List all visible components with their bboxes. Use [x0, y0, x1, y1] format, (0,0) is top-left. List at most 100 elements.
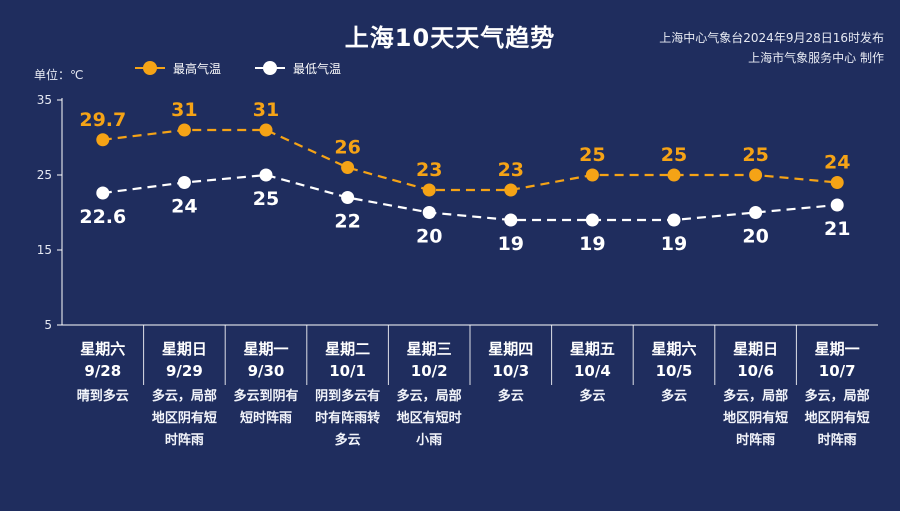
day-description: 多云	[470, 386, 552, 408]
low-point	[422, 206, 436, 219]
day-weekday: 星期三	[406, 340, 452, 358]
day-description-line: 时阵雨	[817, 433, 857, 448]
low-point	[667, 213, 681, 227]
high-data-label: 31	[171, 99, 197, 121]
day-description: 多云，局部地区阴有短时阵雨	[796, 386, 878, 452]
low-data-label: 24	[171, 196, 197, 218]
high-data-label: 25	[742, 144, 768, 166]
day-date: 10/6	[737, 362, 774, 380]
high-data-label: 31	[253, 99, 279, 121]
high-data-label: 25	[579, 144, 605, 166]
day-description-line: 多云	[334, 433, 361, 448]
y-tick-label: 15	[37, 243, 52, 257]
legend-item-high: 最高气温	[135, 60, 221, 77]
low-data-label: 20	[742, 226, 768, 248]
high-point	[749, 168, 763, 182]
day-description-line: 多云，局部	[396, 389, 462, 404]
high-point	[504, 183, 518, 197]
series-line-high	[102, 128, 838, 192]
day-description: 多云	[552, 386, 634, 408]
day-date: 9/29	[165, 362, 203, 380]
high-point	[422, 183, 436, 197]
day-description: 多云	[633, 386, 715, 408]
day-weekday: 星期五	[569, 340, 615, 358]
day-description-line: 多云，局部	[151, 389, 217, 404]
day-weekday: 星期日	[733, 340, 779, 358]
high-point	[341, 161, 355, 174]
day-date: 9/30	[247, 362, 285, 380]
day-description-line: 多云	[660, 389, 687, 404]
day-description-line: 短时阵雨	[239, 411, 292, 426]
low-data-label: 25	[253, 188, 279, 210]
day-weekday: 星期日	[161, 340, 207, 358]
day-date: 10/2	[410, 362, 448, 380]
day-date: 10/7	[818, 362, 856, 380]
high-point	[585, 168, 599, 182]
low-data-label: 21	[824, 218, 850, 240]
day-description-line: 小雨	[416, 433, 443, 448]
day-description: 晴到多云	[62, 386, 144, 408]
unit-label: 单位：℃	[34, 68, 84, 82]
day-date: 10/5	[655, 362, 693, 380]
y-tick-label: 5	[44, 318, 52, 332]
low-point	[259, 168, 273, 182]
low-point	[749, 206, 763, 219]
high-data-label: 23	[498, 159, 524, 181]
day-weekday: 星期六	[80, 340, 126, 358]
high-point	[830, 176, 844, 189]
low-data-label: 19	[661, 233, 687, 255]
day-description-line: 地区有短时	[396, 411, 462, 426]
day-description-line: 时阵雨	[164, 433, 204, 448]
day-description: 阴到多云有时有阵雨转多云	[307, 386, 389, 452]
y-tick-label: 25	[37, 168, 52, 182]
low-point	[504, 213, 518, 227]
legend-item-low: 最低气温	[255, 60, 341, 77]
low-point	[177, 176, 191, 189]
day-date: 10/4	[573, 362, 611, 380]
high-data-label: 29.7	[79, 109, 126, 131]
high-point	[667, 168, 681, 182]
high-data-label: 23	[416, 159, 442, 181]
legend-label-low: 最低气温	[293, 61, 342, 76]
day-weekday: 星期六	[651, 340, 697, 358]
low-point	[830, 198, 844, 212]
day-date: 9/28	[84, 362, 122, 380]
day-description-line: 晴到多云	[76, 389, 129, 404]
low-point	[585, 213, 599, 227]
day-description-line: 地区阴有短	[804, 411, 870, 426]
day-date: 10/1	[329, 362, 366, 380]
day-description-line: 多云，局部	[804, 389, 870, 404]
day-description-line: 时阵雨	[736, 433, 776, 448]
low-point	[341, 191, 355, 204]
low-data-label: 20	[416, 226, 442, 248]
chart-title: 上海10天天气趋势	[344, 24, 556, 52]
day-description-line: 时有阵雨转	[315, 411, 381, 426]
series-line-low	[102, 173, 838, 222]
high-data-label: 24	[824, 152, 850, 174]
low-data-label: 22	[334, 211, 360, 233]
low-data-label: 19	[579, 233, 605, 255]
high-data-label: 26	[334, 137, 360, 159]
high-data-label: 25	[661, 144, 687, 166]
day-description-line: 多云	[579, 389, 606, 404]
low-data-label: 19	[498, 233, 524, 255]
issuer-line-2: 上海市气象服务中心 制作	[748, 51, 884, 65]
high-point	[177, 123, 191, 137]
low-data-label: 22.6	[79, 206, 126, 228]
legend-swatch-high	[135, 61, 165, 75]
y-tick-label: 35	[37, 93, 52, 107]
legend-label-high: 最高气温	[173, 61, 222, 76]
day-description: 多云，局部地区有短时小雨	[388, 386, 470, 452]
day-description-line: 多云，局部	[723, 389, 789, 404]
issuer-line-1: 上海中心气象台2024年9月28日16时发布	[659, 31, 884, 45]
high-point	[96, 133, 110, 147]
legend: 最高气温 最低气温	[135, 58, 375, 78]
day-description: 多云，局部地区阴有短时阵雨	[715, 386, 797, 452]
day-description-line: 多云	[497, 389, 524, 404]
day-description-line: 地区阴有短	[723, 411, 789, 426]
low-point	[96, 186, 110, 200]
day-description-line: 阴到多云有	[315, 389, 381, 404]
day-weekday: 星期四	[488, 340, 534, 358]
day-description: 多云，局部 地区阴有短 时阵雨	[144, 386, 226, 452]
